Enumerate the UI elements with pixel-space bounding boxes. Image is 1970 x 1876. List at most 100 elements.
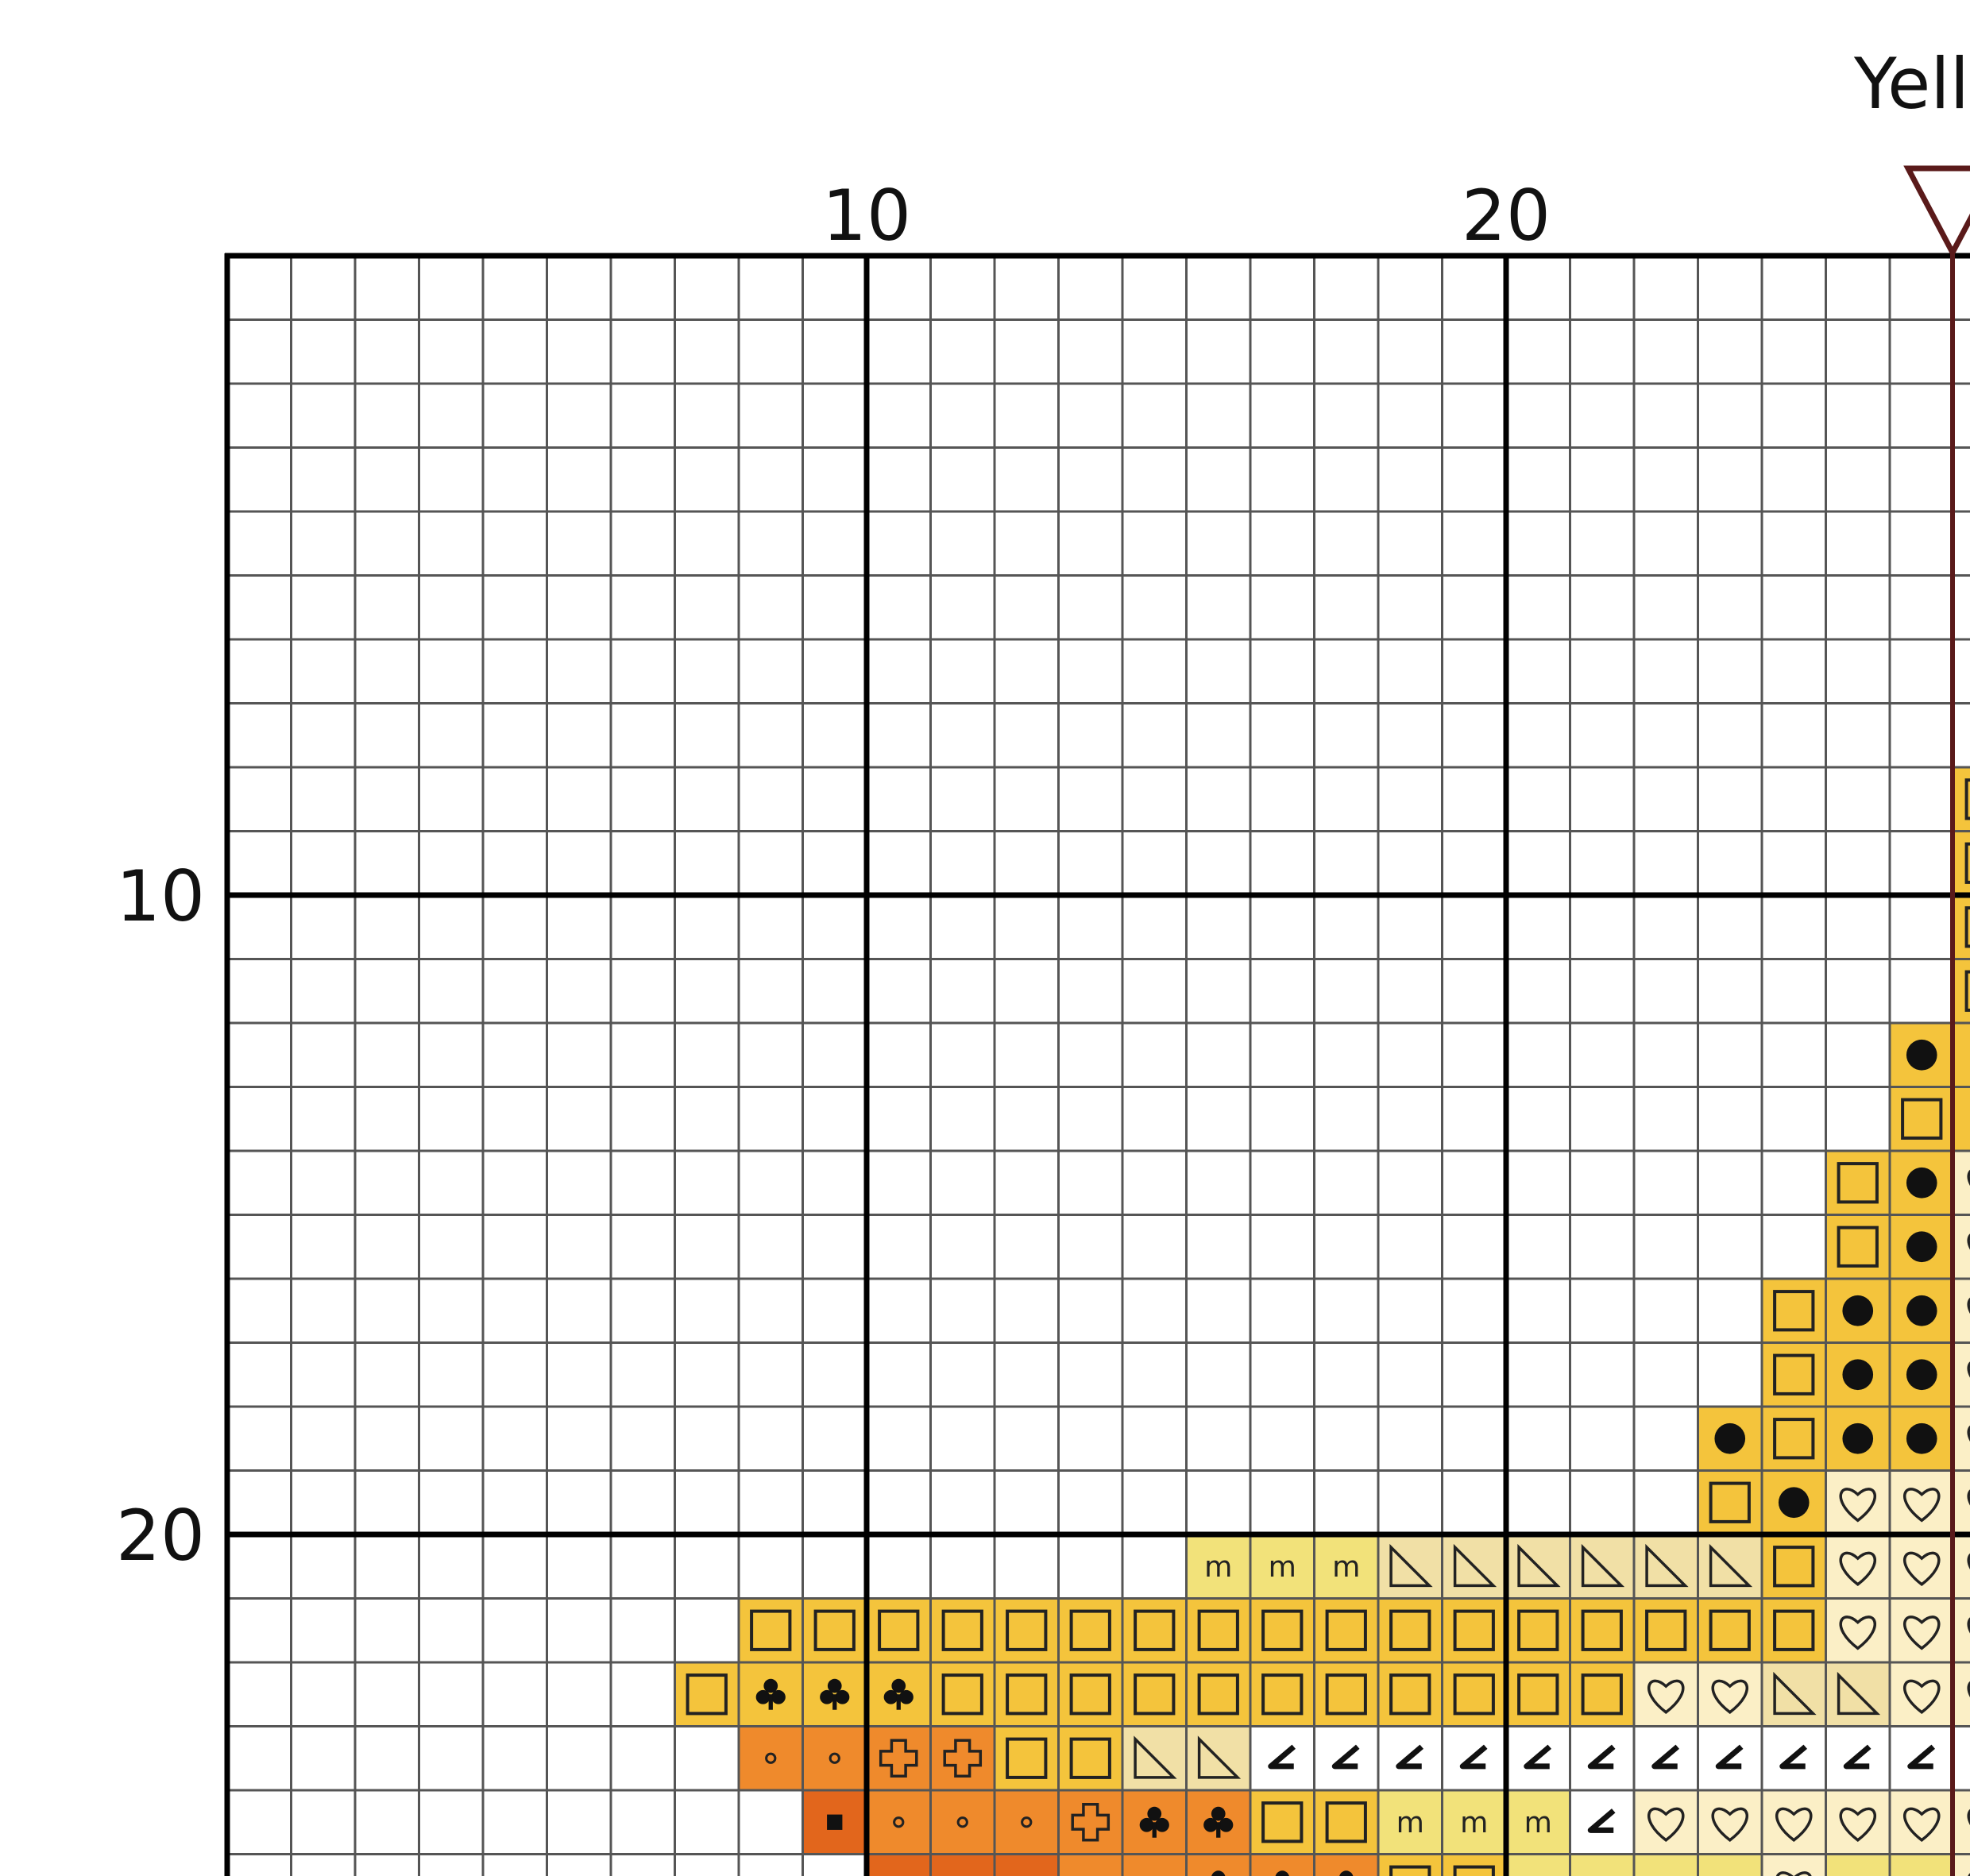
half-triangle-icon	[1453, 1543, 1497, 1588]
open-square-icon	[1389, 1673, 1431, 1716]
stitch-cell: m	[1570, 1854, 1634, 1876]
open-square-icon	[1453, 1673, 1495, 1716]
open-square-icon	[750, 1609, 792, 1651]
stitch-cell	[739, 1598, 803, 1662]
stitch-cell	[1890, 1470, 1954, 1534]
open-square-icon	[1006, 1609, 1048, 1651]
stitch-cell	[1634, 1598, 1698, 1662]
stitch-cell	[1890, 1726, 1954, 1790]
stitch-cell	[1953, 1279, 1970, 1343]
open-square-icon	[1134, 1609, 1176, 1651]
stitch-cell	[995, 1854, 1059, 1876]
stitch-cell: m	[1314, 1534, 1378, 1599]
stitch-cell	[1953, 1726, 1970, 1790]
open-square-icon	[1325, 1609, 1367, 1651]
club-icon	[883, 1678, 914, 1710]
stitch-cell	[1058, 1854, 1122, 1876]
stitch-cell	[930, 1598, 995, 1662]
major-grid-lines	[224, 253, 1970, 1876]
stitch-cell	[1186, 1790, 1250, 1855]
stitch-cell	[1122, 1790, 1187, 1855]
stitch-cell	[867, 1598, 931, 1662]
stitch-cell	[1953, 1407, 1970, 1471]
stitch-cell	[1890, 1790, 1954, 1855]
stitch-cell	[1442, 1534, 1506, 1599]
letter-m-icon: m	[1652, 1870, 1680, 1876]
open-square-icon	[1069, 1673, 1111, 1716]
stitch-cell	[1762, 1598, 1826, 1662]
stitch-cell	[1762, 1407, 1826, 1471]
cross-outline-icon	[943, 1739, 983, 1778]
heart-outline-icon	[1903, 1551, 1941, 1586]
stitch-cell	[1698, 1407, 1762, 1471]
stitch-cell	[1890, 1023, 1954, 1087]
stitch-cell	[1570, 1534, 1634, 1599]
stitch-cell	[867, 1726, 931, 1790]
stitch-cell	[1314, 1726, 1378, 1790]
stitch-cell	[1953, 1342, 1970, 1407]
open-square-icon	[686, 1673, 728, 1716]
angle-icon	[1715, 1744, 1744, 1770]
filled-circle-icon	[1714, 1422, 1746, 1454]
open-square-icon	[1517, 1673, 1559, 1716]
stitch-cell	[1890, 1151, 1954, 1215]
open-square-icon	[1709, 1609, 1751, 1651]
stitch-cell	[1634, 1662, 1698, 1727]
club-icon	[1203, 1806, 1234, 1838]
stitch-cell	[674, 1662, 739, 1727]
stitch-cell	[1378, 1598, 1443, 1662]
stitch-cell	[995, 1662, 1059, 1727]
stitch-cell	[1122, 1726, 1187, 1790]
stitch-cell	[995, 1726, 1059, 1790]
filled-circle-icon	[1906, 1039, 1937, 1071]
stitch-cell	[995, 1598, 1059, 1662]
heart-outline-icon	[1903, 1807, 1941, 1842]
stitch-cell	[1250, 1854, 1315, 1876]
half-triangle-icon	[1197, 1735, 1242, 1779]
heart-outline-icon	[1903, 1488, 1941, 1523]
stitch-cell	[1698, 1662, 1762, 1727]
open-square-icon	[1069, 1609, 1111, 1651]
stitch-cell	[1186, 1598, 1250, 1662]
stitch-cell	[1953, 1534, 1970, 1599]
open-square-icon	[1964, 906, 1970, 948]
left-axis-label: 20	[116, 1495, 205, 1577]
stitch-cell	[1953, 1470, 1970, 1534]
stitch-cell	[867, 1790, 931, 1855]
stitch-cell	[1825, 1342, 1890, 1407]
club-icon	[1339, 1870, 1354, 1876]
stitch-cells: m m m m m m m m m m m m	[674, 767, 1970, 1876]
stitch-cell	[1762, 1534, 1826, 1599]
letter-m-icon: m	[1844, 1870, 1872, 1876]
stitch-cell	[1890, 1407, 1954, 1471]
small-circle-icon	[765, 1752, 777, 1764]
stitch-cell	[1762, 1662, 1826, 1727]
stitch-cell	[1953, 1214, 1970, 1279]
open-square-icon	[1837, 1162, 1879, 1204]
open-square-icon	[1773, 1353, 1815, 1395]
top-axis-label: 20	[1462, 175, 1551, 257]
filled-circle-icon	[1842, 1295, 1874, 1326]
stitch-cell	[930, 1790, 995, 1855]
stitch-cell	[1953, 959, 1970, 1023]
stitch-cell	[1378, 1534, 1443, 1599]
axis-labels: 10 20 10 20	[116, 175, 1551, 1577]
small-square-icon	[827, 1814, 843, 1830]
open-square-icon	[1197, 1673, 1239, 1716]
angle-icon	[1396, 1744, 1424, 1770]
half-triangle-icon	[1773, 1671, 1817, 1716]
open-square-icon	[1453, 1609, 1495, 1651]
filled-circle-icon	[1906, 1422, 1937, 1454]
stitch-cell	[1953, 1598, 1970, 1662]
open-square-icon	[1964, 778, 1970, 820]
color-name-label: Yell	[1853, 43, 1969, 125]
open-square-icon	[1389, 1865, 1431, 1876]
stitch-cell	[1506, 1598, 1570, 1662]
club-icon	[755, 1678, 786, 1710]
filled-circle-icon	[1778, 1487, 1810, 1519]
open-square-icon	[878, 1609, 920, 1651]
letter-m-icon: m	[1524, 1805, 1552, 1839]
half-triangle-icon	[1709, 1543, 1753, 1588]
letter-m-icon: m	[1588, 1870, 1616, 1876]
